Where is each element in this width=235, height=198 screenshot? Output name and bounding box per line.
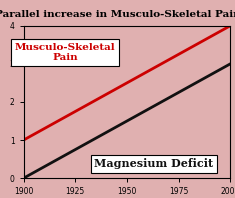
Text: Magnesium Deficit: Magnesium Deficit xyxy=(94,158,213,169)
Text: Musculo-Skeletal
Pain: Musculo-Skeletal Pain xyxy=(15,43,115,62)
Text: Parallel increase in Musculo-Skeletal Pain: Parallel increase in Musculo-Skeletal Pa… xyxy=(0,10,235,19)
